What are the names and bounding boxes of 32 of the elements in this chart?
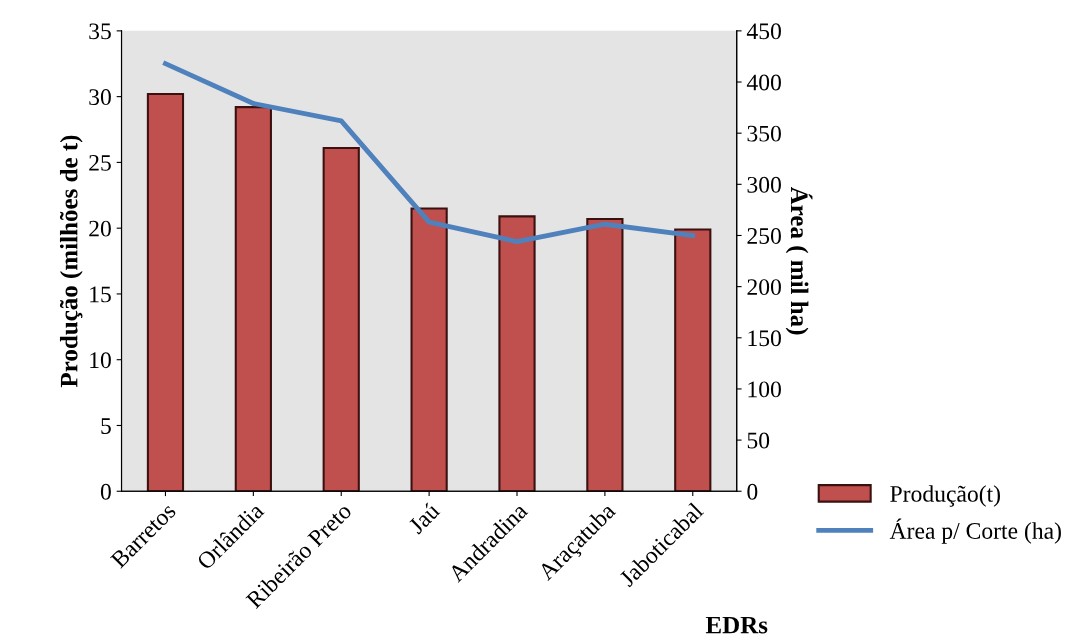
y2-tick-label: 200 — [747, 279, 781, 296]
y-tick-label: 25 — [89, 154, 111, 171]
y-axis-title: Produção (milhões de t) — [59, 135, 83, 388]
y2-tick-label: 400 — [746, 74, 781, 91]
legend-label: Produção(t) — [890, 485, 1000, 507]
y2-tick-label: 150 — [748, 330, 781, 347]
bar — [674, 228, 712, 492]
bar — [498, 215, 536, 492]
y-tick-label: 30 — [89, 89, 111, 106]
y-tick-label: 5 — [101, 418, 111, 434]
y-tick-label: 10 — [90, 352, 111, 369]
line-series — [163, 61, 696, 245]
bar — [410, 207, 448, 492]
y2-tick-label: 250 — [747, 227, 781, 244]
bar — [146, 92, 185, 492]
y-tick-label: 20 — [89, 220, 111, 237]
bar — [322, 146, 360, 492]
y2-tick-label: 450 — [746, 23, 781, 40]
legend-label: Área p/ Corte (ha) — [889, 518, 1061, 544]
bar — [234, 106, 272, 492]
x-axis-title: EDRs — [705, 616, 768, 634]
y-tick-label: 0 — [100, 483, 111, 500]
bar — [586, 217, 624, 492]
y2-tick-label: 100 — [748, 381, 781, 398]
x-tick-label: Jaú — [407, 501, 441, 535]
y2-tick-label: 0 — [747, 483, 758, 500]
y2-tick-label: 300 — [747, 176, 781, 193]
y-tick-label: 15 — [90, 286, 111, 303]
y-tick-label: 35 — [89, 23, 111, 40]
y2-axis-title: Área ( mil ha) — [785, 186, 813, 335]
y2-tick-label: 50 — [747, 432, 770, 449]
y2-tick-label: 350 — [747, 125, 781, 142]
